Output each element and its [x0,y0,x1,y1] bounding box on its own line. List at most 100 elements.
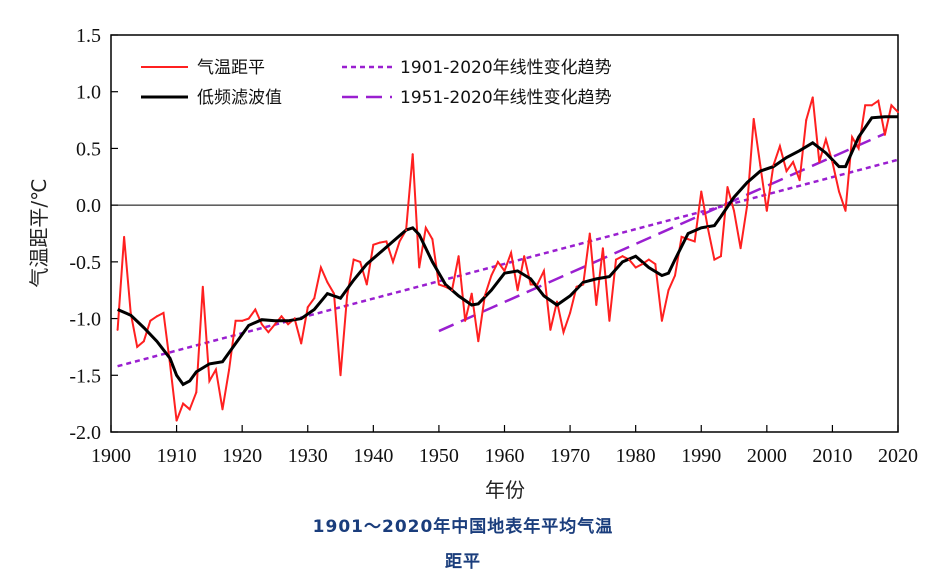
anomaly-point [496,260,499,263]
anomaly-point [811,96,814,99]
anomaly-point [149,319,152,322]
caption-line-2: 距平 [445,552,481,572]
anomaly-point [687,238,690,241]
anomaly-point [713,258,716,261]
y-tick-label: 1.5 [76,25,101,47]
anomaly-series-line [116,97,899,422]
anomaly-point [772,164,775,167]
anomaly-point [339,374,342,377]
anomaly-point [405,229,408,232]
anomaly-point [142,340,145,343]
anomaly-point [824,138,827,141]
anomaly-point [660,319,663,322]
anomaly-point [273,323,276,326]
anomaly-point [247,317,250,320]
y-tick-label: -1.5 [69,365,101,387]
x-tick-label: 1900 [91,445,131,467]
anomaly-point [549,328,552,331]
anomaly-point [582,283,585,286]
anomaly-point [451,289,454,292]
smooth-series-line [117,115,898,387]
anomaly-point [614,258,617,261]
caption-line-1: 1901～2020年中国地表年平均气温 [312,517,614,537]
anomaly-point [470,292,473,295]
x-tick-label: 1970 [550,445,590,467]
x-tick-label: 1990 [681,445,721,467]
y-tick-label: -0.5 [69,252,101,274]
anomaly-point [818,161,821,164]
x-tick-label: 1920 [222,445,262,467]
anomaly-point [555,300,558,303]
legend: 气温距平 低频滤波值 1901-2020年线性变化趋势 1951-2020年线性… [141,58,612,108]
x-tick-label: 1930 [288,445,328,467]
anomaly-point [516,289,519,292]
x-tick-label: 1950 [419,445,459,467]
anomaly-point [700,190,703,193]
anomaly-point [733,209,736,212]
anomaly-point [437,283,440,286]
anomaly-point [831,161,834,164]
x-tick-label: 1910 [157,445,197,467]
anomaly-point [523,255,526,258]
legend-anomaly-label: 气温距平 [197,58,265,78]
anomaly-point [418,266,421,269]
anomaly-point [365,283,368,286]
anomaly-point [628,258,631,261]
anomaly-point [241,319,244,322]
anomaly-point [877,99,880,102]
anomaly-point [155,315,158,318]
anomaly-point [464,319,467,322]
anomaly-point [792,161,795,164]
anomaly-point [228,368,231,371]
anomaly-point [562,331,565,334]
anomaly-point [844,209,847,212]
anomaly-point [385,240,388,243]
anomaly-point [267,331,270,334]
anomaly-point [759,164,762,167]
x-axis-label: 年份 [485,478,525,502]
anomaly-point [477,340,480,343]
anomaly-point [785,170,788,173]
anomaly-point [169,362,172,365]
x-tick-label: 2000 [747,445,787,467]
anomaly-point [162,311,165,314]
y-tick-label: 0.0 [76,195,101,217]
anomaly-point [693,240,696,243]
anomaly-point [601,247,604,250]
anomaly-point [352,258,355,261]
x-tick-label: 2010 [812,445,852,467]
anomaly-point [431,238,434,241]
anomaly-point [654,263,657,266]
anomaly-point [444,285,447,288]
x-tick-label: 1980 [616,445,656,467]
anomaly-point [864,104,867,107]
anomaly-point [129,311,132,314]
anomaly-point [778,145,781,148]
anomaly-point [287,323,290,326]
x-tick-label: 1960 [485,445,525,467]
anomaly-point [765,209,768,212]
anomaly-point [359,260,362,263]
anomaly-point [641,263,644,266]
anomaly-point [536,283,539,286]
anomaly-point [483,294,486,297]
x-axis-ticks: 1900 1910 1920 1930 1940 1950 1960 1970 1980 1990… [91,425,918,467]
anomaly-point [575,285,578,288]
anomaly-point [719,255,722,258]
anomaly-point [392,260,395,263]
temperature-anomaly-chart: 1.5 1.0 0.5 0.0 -0.5 -1.0 -1.5 -2.0 1900 1910 192… [27,25,918,502]
anomaly-point [136,345,139,348]
anomaly-point [746,204,749,207]
anomaly-point [195,391,198,394]
anomaly-point [634,266,637,269]
anomaly-point [647,258,650,261]
anomaly-point [883,133,886,136]
y-axis-ticks: 1.5 1.0 0.5 0.0 -0.5 -1.0 -1.5 -2.0 [69,25,118,444]
anomaly-point [372,243,375,246]
anomaly-point [221,408,224,411]
anomaly-point [667,289,670,292]
anomaly-point [726,185,729,188]
anomaly-point [260,323,263,326]
trend-lines [117,132,899,368]
trend-line-1951-2020 [438,132,886,333]
